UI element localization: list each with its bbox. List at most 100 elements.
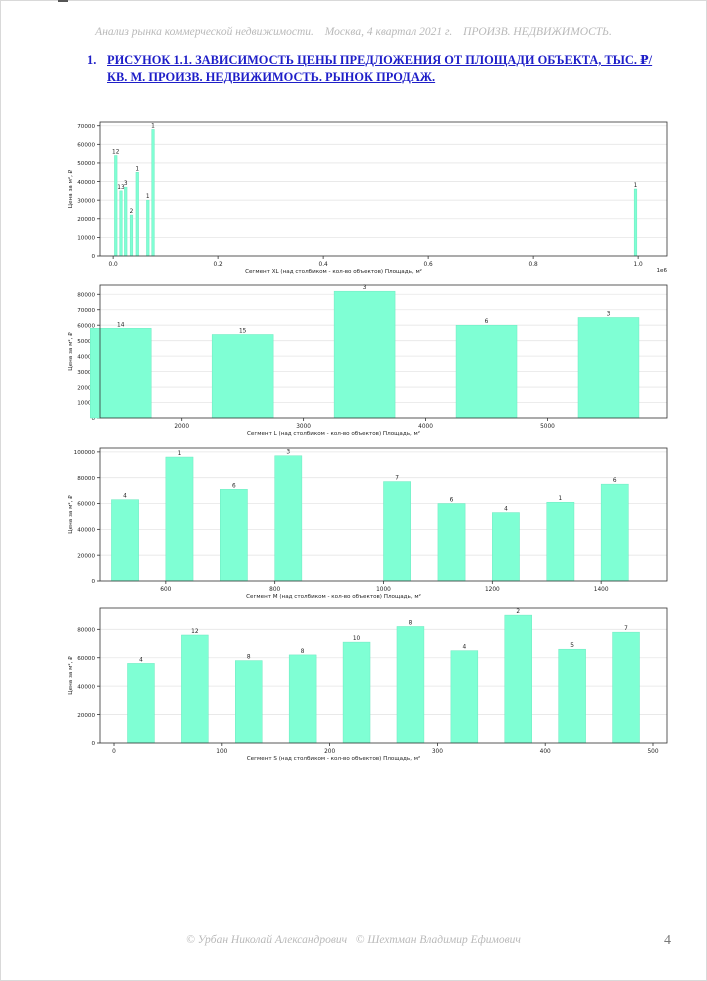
footer-author-2: © Шехтман Владимир Ефимович [355, 934, 521, 946]
plot-frame [99, 121, 668, 257]
bar-data-label: 12 [191, 629, 199, 635]
bar-data-label: 6 [613, 478, 617, 484]
y-tick-label: 30000 [77, 370, 95, 376]
y-tick-label: 20000 [77, 553, 95, 559]
y-tick-label: 40000 [77, 180, 95, 186]
bar [114, 155, 118, 257]
bar [455, 324, 518, 419]
x-tick-label: 0.0 [109, 262, 119, 268]
y-tick-label: 80000 [77, 292, 95, 298]
y-axis-label: Цена за м², ₽ [67, 169, 74, 208]
y-tick-label: 40000 [77, 684, 95, 690]
bar-data-label: 3 [124, 181, 128, 187]
y-tick-label: 60000 [77, 143, 95, 149]
y-tick-label: 30000 [77, 198, 95, 204]
bar [450, 650, 479, 744]
y-tick-label: 0 [91, 254, 95, 260]
bar [146, 199, 150, 257]
bar [546, 501, 575, 582]
y-tick-label: 50000 [77, 339, 95, 345]
plot-frame [99, 607, 668, 744]
x-tick-label: 1200 [485, 587, 500, 593]
bar-data-label: 1 [151, 123, 155, 129]
bar [333, 290, 396, 419]
bar-data-label: 4 [504, 507, 508, 513]
y-tick-label: 0 [91, 579, 95, 585]
bar [211, 334, 274, 419]
chart-4: 0 20000 40000 60000 80000 4 12 8 8 10 8 4 2 5 7 0 100 200… [67, 607, 668, 762]
y-tick-label: 70000 [77, 124, 95, 130]
bar [437, 503, 466, 582]
x-tick-label: 1.0 [634, 262, 644, 268]
y-tick-label: 10000 [77, 401, 95, 407]
bar [288, 654, 317, 744]
x-tick-label: 1400 [594, 587, 609, 593]
bar [135, 172, 139, 257]
bar-data-label: 15 [239, 328, 247, 334]
bar-data-label: 1 [558, 496, 562, 502]
bar [600, 483, 629, 582]
y-tick-label: 80000 [77, 476, 95, 482]
bar [220, 489, 248, 582]
x-tick-label: 800 [269, 587, 280, 593]
y-tick-label: 60000 [77, 502, 95, 508]
x-axis-label: Сегмент M (над столбиком - кол-во объект… [246, 593, 421, 600]
x-tick-label: 400 [540, 749, 551, 755]
bar-data-label: 6 [232, 483, 236, 489]
x-tick-label: 4000 [418, 424, 433, 430]
figure-title-text: РИСУНОК 1.1. ЗАВИСИМОСТЬ ЦЕНЫ ПРЕДЛОЖЕНИ… [107, 53, 653, 84]
bar [111, 499, 139, 582]
bar-data-label: 6 [450, 498, 454, 504]
bar-data-label: 10 [353, 636, 361, 642]
bar [119, 190, 123, 257]
x-axis-label: Сегмент L (над столбиком - кол-во объект… [247, 430, 420, 437]
bar [558, 648, 586, 744]
bar-data-label: 7 [624, 626, 628, 632]
y-tick-label: 60000 [77, 323, 95, 329]
bar-data-label: 12 [112, 150, 120, 156]
bar-data-label: 3 [286, 450, 290, 456]
bar-data-label: 1 [634, 183, 638, 189]
x-axis-label: Сегмент S (над столбиком - кол-во объект… [247, 755, 420, 762]
page-footer: © Урбан Николай Александрович © Шехтман … [0, 934, 707, 946]
y-tick-label: 50000 [77, 161, 95, 167]
x-scale-label: 1e6 [656, 268, 667, 274]
x-tick-label: 600 [160, 587, 171, 593]
plot-frame [99, 284, 668, 419]
bar [492, 512, 520, 582]
figure-title: 1. РИСУНОК 1.1. ЗАВИСИМОСТЬ ЦЕНЫ ПРЕДЛОЖ… [87, 52, 667, 86]
bar [396, 626, 425, 744]
x-tick-label: 100 [216, 749, 227, 755]
bar [633, 188, 638, 257]
bar [383, 481, 411, 582]
x-tick-label: 0.2 [214, 262, 224, 268]
bar-data-label: 3 [607, 311, 611, 317]
bar-data-label: 8 [409, 620, 413, 626]
bar-data-label: 5 [570, 643, 574, 649]
bar-data-label: 4 [462, 645, 466, 651]
y-tick-label: 20000 [77, 385, 95, 391]
x-tick-label: 2000 [174, 424, 189, 430]
bar [577, 317, 640, 419]
bar-data-label: 13 [117, 185, 125, 191]
x-tick-label: 0.6 [424, 262, 434, 268]
header-location-period: Москва, 4 квартал 2021 г. [324, 26, 453, 38]
figure-number: 1. [87, 53, 97, 67]
y-tick-label: 100000 [74, 450, 96, 456]
y-tick-label: 40000 [77, 354, 95, 360]
bar [181, 634, 209, 744]
y-tick-label: 0 [91, 741, 95, 747]
header-segment: ПРОИЗВ. НЕДВИЖИМОСТЬ. [463, 26, 612, 38]
y-tick-label: 80000 [77, 628, 95, 634]
x-tick-label: 0.8 [529, 262, 539, 268]
corner-mark [58, 0, 68, 2]
bar-data-label: 1 [178, 451, 182, 457]
bar [342, 641, 371, 744]
x-axis-label: Сегмент XL (над столбиком - кол-во объек… [245, 268, 422, 275]
bar-data-label: 4 [139, 657, 143, 663]
bar-data-label: 8 [301, 649, 305, 655]
page-header: Анализ рынка коммерческой недвижимости. … [0, 26, 707, 38]
y-tick-label: 40000 [77, 528, 95, 534]
page-number: 4 [664, 933, 671, 948]
